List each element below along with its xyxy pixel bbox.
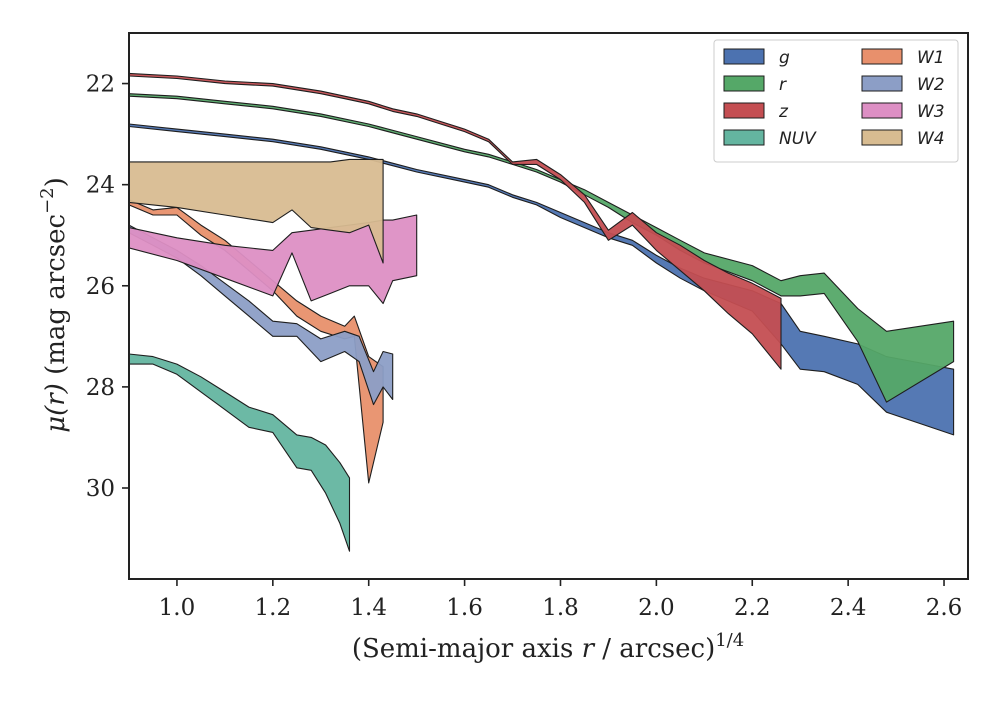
legend-swatch-r <box>723 75 765 92</box>
band-w2 <box>129 224 394 406</box>
x-tick-label: 1.6 <box>446 595 483 621</box>
band-g <box>129 123 955 436</box>
x-ticks: 1.0 1.2 1.4 1.6 1.8 2.0 2.2 2.4 2.6 <box>159 579 963 621</box>
y-tick-label: 22 <box>86 72 115 98</box>
x-tick-label: 1.4 <box>350 595 387 621</box>
band-w4 <box>129 158 384 264</box>
y-tick-label: 24 <box>86 173 115 199</box>
axes-frame <box>128 32 969 580</box>
legend-label-w3: W3 <box>917 102 945 122</box>
x-tick-label: 2.4 <box>830 595 867 621</box>
legend-label-w4: W4 <box>917 129 945 149</box>
series-layer <box>129 72 955 552</box>
y-tick-label: 30 <box>86 476 115 502</box>
y-ticks: 22 24 26 28 30 <box>86 72 129 502</box>
x-tick-label: 1.2 <box>255 595 292 621</box>
band-r <box>129 93 955 403</box>
x-tick-label: 2.2 <box>734 595 771 621</box>
y-tick-label: 26 <box>86 274 115 300</box>
legend-label-w2: W2 <box>917 75 945 95</box>
band-nuv <box>129 353 351 552</box>
legend-label-g: g <box>779 48 790 68</box>
legend-swatch-w1 <box>861 48 903 65</box>
y-tick-label: 28 <box>86 375 115 401</box>
band-w3 <box>129 214 418 305</box>
legend-entries: grz NUV W1 W2 W3 W4 <box>723 48 945 149</box>
x-axis-label: (Semi-major axis r / arcsec)1/4 <box>352 630 744 664</box>
legend-label-z: z <box>778 102 789 122</box>
legend: grz NUV W1 W2 W3 W4 <box>713 39 959 163</box>
band-z <box>129 72 782 370</box>
legend-swatch-z <box>723 102 765 119</box>
x-tick-label: 2.6 <box>926 595 963 621</box>
legend-swatch-w4 <box>861 129 903 146</box>
legend-label-nuv: NUV <box>779 129 817 149</box>
legend-swatch-g <box>723 48 765 65</box>
y-axis-label: μ(r) (mag arcsec−2) <box>37 177 71 433</box>
legend-swatch-nuv <box>723 129 765 146</box>
legend-swatch-w3 <box>861 102 903 119</box>
legend-label-r: r <box>779 75 787 95</box>
x-tick-label: 1.0 <box>159 595 196 621</box>
legend-label-w1: W1 <box>917 48 945 68</box>
x-tick-label: 2.0 <box>638 595 675 621</box>
legend-swatch-w2 <box>861 75 903 92</box>
x-tick-label: 1.8 <box>542 595 579 621</box>
